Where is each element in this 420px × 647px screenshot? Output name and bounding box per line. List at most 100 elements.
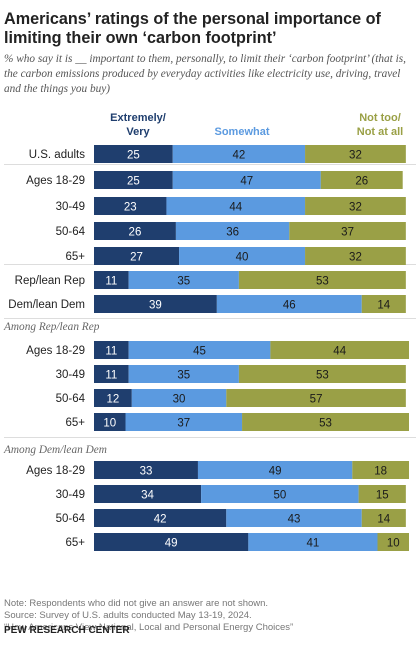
- bar-segment: [201, 485, 359, 503]
- data-label: 53: [316, 276, 329, 288]
- source-text: Source: Survey of U.S. adults conducted …: [4, 610, 252, 621]
- data-label: 35: [177, 276, 190, 288]
- data-label: 41: [307, 538, 320, 550]
- row-label: Dem/lean Dem: [8, 299, 85, 311]
- data-label: 44: [229, 202, 242, 214]
- bar-segment: [226, 389, 406, 407]
- data-label: 23: [124, 202, 137, 214]
- bar-segment: [305, 145, 406, 163]
- chart-title: Americans’ ratings of the personal impor…: [4, 10, 381, 47]
- bar-segment: [289, 222, 406, 240]
- data-label: 53: [319, 418, 332, 430]
- bar-segment: [248, 533, 378, 551]
- bar-segment: [131, 389, 227, 407]
- bar-segment: [94, 145, 173, 163]
- row-label: Ages 18-29: [26, 465, 85, 477]
- data-label: 37: [341, 227, 354, 239]
- row-label: 50-64: [56, 393, 86, 405]
- bar-segment: [172, 171, 321, 189]
- bar-segment: [197, 461, 353, 479]
- bar-segment: [94, 271, 129, 289]
- data-label: 39: [149, 300, 162, 312]
- bar-segment: [94, 222, 176, 240]
- row-label: 65+: [65, 251, 85, 263]
- report-title: “How Americans View National, Local and …: [4, 622, 294, 633]
- bar-segment: [125, 413, 243, 431]
- data-label: 34: [141, 490, 154, 502]
- row-label: 50-64: [56, 226, 86, 238]
- row-label: U.S. adults: [29, 149, 85, 161]
- pew-logo-text: PEW RESEARCH CENTER: [4, 625, 130, 636]
- row-label: 30-49: [56, 201, 85, 213]
- data-label: 57: [310, 394, 323, 406]
- bar-segment: [94, 509, 227, 527]
- bar-segment: [238, 271, 406, 289]
- legend-extremely-very: Extremely/Very: [110, 112, 166, 138]
- row-label: Ages 18-29: [26, 175, 85, 187]
- data-label: 32: [349, 202, 362, 214]
- bar-segment: [94, 171, 173, 189]
- section-label: Among Rep/lean Rep: [3, 321, 100, 333]
- note-text: Note: Respondents who did not give an an…: [4, 598, 269, 609]
- bar-segment: [94, 341, 129, 359]
- bar-segment: [94, 413, 126, 431]
- data-label: 12: [107, 394, 120, 406]
- data-label: 14: [377, 514, 390, 526]
- data-label: 26: [355, 176, 368, 188]
- bar-segment: [94, 485, 202, 503]
- data-label: 33: [140, 466, 153, 478]
- data-label: 25: [127, 176, 140, 188]
- legend-not-too: Not too/Not at all: [357, 112, 403, 138]
- bar-segment: [361, 509, 406, 527]
- data-label: 11: [105, 276, 117, 288]
- data-label: 25: [127, 150, 140, 162]
- data-label: 45: [193, 346, 206, 358]
- data-label: 11: [105, 370, 117, 382]
- bar-segment: [377, 533, 409, 551]
- bar-segment: [226, 509, 362, 527]
- data-label: 49: [165, 538, 178, 550]
- bar-segment: [128, 365, 239, 383]
- data-label: 32: [349, 252, 362, 264]
- row-label: 65+: [65, 537, 85, 549]
- bar-segment: [352, 461, 409, 479]
- bar-segment: [94, 197, 167, 215]
- data-label: 53: [316, 370, 329, 382]
- data-label: 10: [103, 418, 116, 430]
- bar-segment: [172, 145, 306, 163]
- data-label: 27: [130, 252, 143, 264]
- data-label: 14: [377, 300, 390, 312]
- bar-segment: [128, 271, 239, 289]
- chart-notes: Note: Respondents who did not give an an…: [4, 598, 416, 634]
- bar-segment: [270, 341, 409, 359]
- row-label: 30-49: [56, 489, 85, 501]
- bar-segment: [94, 247, 180, 265]
- row-label: 50-64: [56, 513, 86, 525]
- row-label: Rep/lean Rep: [15, 275, 85, 287]
- data-label: 47: [240, 176, 253, 188]
- data-label: 42: [233, 150, 246, 162]
- data-label: 35: [177, 370, 190, 382]
- bar-segment: [179, 247, 306, 265]
- bar-segment: [242, 413, 409, 431]
- data-label: 37: [177, 418, 190, 430]
- data-label: 30: [173, 394, 186, 406]
- data-label: 49: [269, 466, 282, 478]
- data-label: 10: [387, 538, 400, 550]
- data-label: 26: [129, 227, 142, 239]
- data-label: 46: [283, 300, 296, 312]
- legend-somewhat: Somewhat: [214, 126, 269, 138]
- bar-segment: [94, 533, 249, 551]
- bar-segment: [94, 461, 198, 479]
- section-label: Among Dem/lean Dem: [3, 444, 107, 456]
- bar-segment: [94, 389, 132, 407]
- data-label: 42: [154, 514, 167, 526]
- bar-segment: [175, 222, 290, 240]
- data-label: 43: [288, 514, 301, 526]
- bar-segment: [320, 171, 403, 189]
- bar-segment: [216, 295, 362, 313]
- row-label: 65+: [65, 417, 85, 429]
- data-label: 50: [273, 490, 286, 502]
- row-label: Ages 18-29: [26, 345, 85, 357]
- bar-segment: [128, 341, 271, 359]
